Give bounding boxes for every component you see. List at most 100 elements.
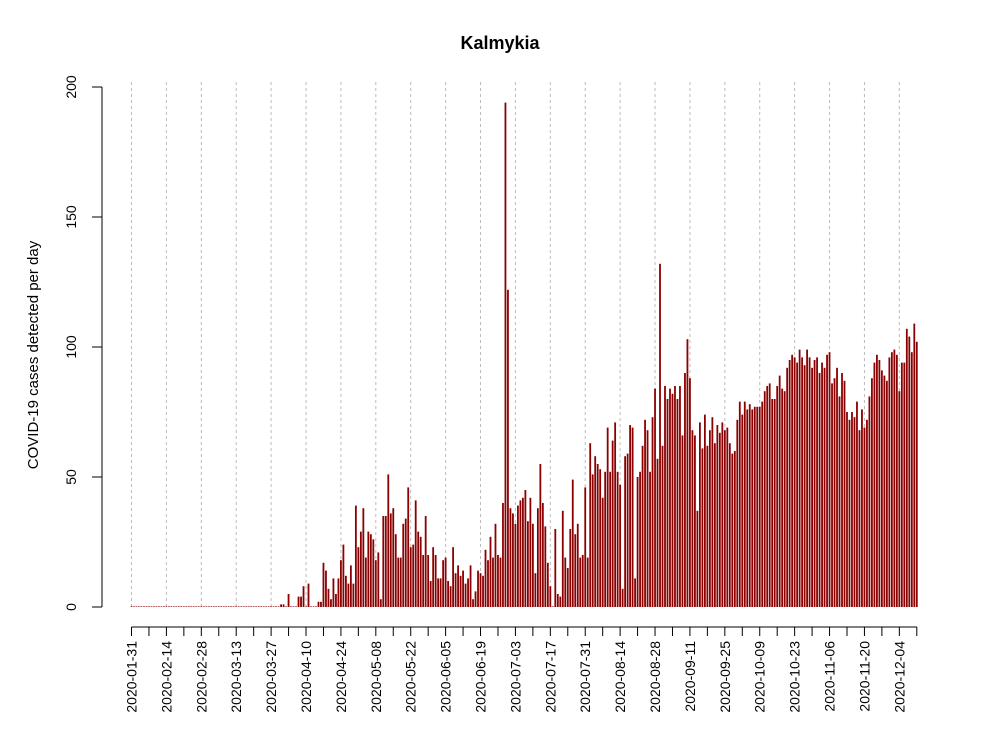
bar [871,378,873,607]
bar [813,360,816,607]
bar [452,547,454,607]
bar [910,352,913,607]
bar [566,568,569,607]
bar [342,544,345,607]
bar [462,570,464,607]
bar [554,529,557,607]
bar [225,606,228,607]
bar [345,575,347,607]
bar [295,606,297,607]
bar [529,497,532,607]
bar [327,588,330,607]
x-tick-label: 2020-04-24 [333,641,349,713]
x-tick-label: 2020-11-06 [822,641,838,712]
x-tick-label: 2020-02-14 [158,641,174,713]
bar [833,378,836,607]
bar [392,508,395,607]
bar [210,606,213,607]
bar [359,531,362,607]
bar [669,388,671,607]
bar [853,417,856,607]
bars [130,102,918,607]
bar [905,328,908,607]
bar [721,422,724,607]
bar [878,360,881,607]
bar [908,336,911,607]
bar [746,409,749,607]
bar [502,503,504,607]
bar [352,583,355,607]
bar [873,362,876,607]
bar [449,586,452,607]
bar [713,443,716,607]
bar [561,510,564,607]
bar [272,606,275,607]
bar [900,362,903,607]
bar [856,401,858,607]
x-tick-label: 2020-08-28 [647,641,663,713]
bar [654,388,656,607]
bar [689,378,691,607]
y-tick-label: 150 [63,205,79,229]
bar [354,505,357,607]
x-tick-label: 2020-12-04 [891,641,907,713]
bar [589,443,592,607]
bar [534,573,537,607]
bar [679,386,681,607]
bar [409,547,412,607]
bar [546,562,549,607]
bar [205,606,208,607]
bar [806,349,808,607]
x-tick-label: 2020-05-08 [368,641,384,713]
bar [379,599,382,607]
bar [190,606,193,607]
bar [482,575,484,607]
bar [611,440,614,607]
bar [167,606,170,607]
bar [302,586,305,607]
bar [556,594,559,607]
bar [711,417,714,607]
bar [656,458,659,607]
bar [494,523,497,607]
bar [135,606,138,607]
bar [330,599,332,607]
x-tick-label: 2020-07-03 [507,641,523,713]
bar [444,557,447,607]
bar [773,399,776,607]
bar [808,357,811,607]
bar [250,606,253,607]
x-tick-label: 2020-10-09 [752,641,768,713]
bar [512,513,514,607]
bar [362,508,365,607]
y-tick-label: 100 [63,335,79,359]
bar [903,362,906,607]
bar [499,557,502,607]
x-tick-label: 2020-01-31 [124,641,140,713]
bar [417,531,420,607]
bar [389,513,392,607]
bar [399,557,402,607]
bar [629,425,631,607]
bar [240,606,243,607]
bar [305,606,307,607]
bar [404,518,407,607]
bar [609,471,612,607]
bar [601,497,604,607]
bar [247,606,250,607]
bar [260,606,263,607]
bar [708,430,711,607]
bar [185,606,188,607]
bar [594,456,597,607]
bar [320,601,322,607]
bar [310,606,312,607]
bar [469,565,472,607]
bar [753,406,756,607]
bar [728,443,731,607]
bar [851,412,853,607]
bar [459,575,462,607]
bar [599,469,602,607]
x-tick-label: 2020-07-17 [542,641,558,713]
bar [691,430,694,607]
bar [826,354,828,607]
